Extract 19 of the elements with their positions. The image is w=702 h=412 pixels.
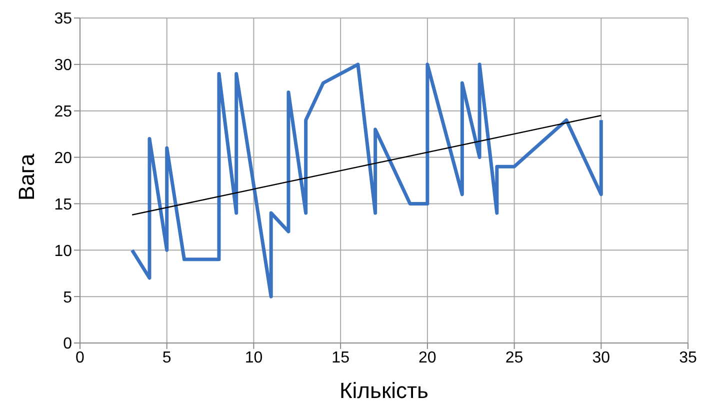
y-axis-title: Вага: [14, 153, 39, 200]
x-tick-label: 35: [679, 349, 697, 366]
y-tick-label: 0: [63, 336, 72, 353]
y-tick-label: 5: [63, 289, 72, 306]
x-tick-label: 25: [505, 349, 524, 366]
x-tick-label: 30: [592, 349, 610, 366]
x-tick-label: 15: [332, 349, 350, 366]
y-tick-label: 35: [54, 10, 72, 28]
y-tick-label: 15: [54, 196, 72, 214]
y-tick-label: 30: [54, 57, 72, 74]
x-axis-title: Кількість: [339, 378, 429, 403]
x-tick-label: 0: [76, 349, 85, 366]
y-tick-label: 25: [54, 104, 72, 121]
y-tick-label: 20: [54, 150, 72, 167]
x-tick-label: 10: [244, 349, 263, 366]
y-tick-label: 10: [54, 242, 72, 260]
line-series: [130, 62, 603, 298]
x-tick-label: 20: [418, 349, 436, 366]
x-tick-label: 5: [162, 349, 172, 366]
